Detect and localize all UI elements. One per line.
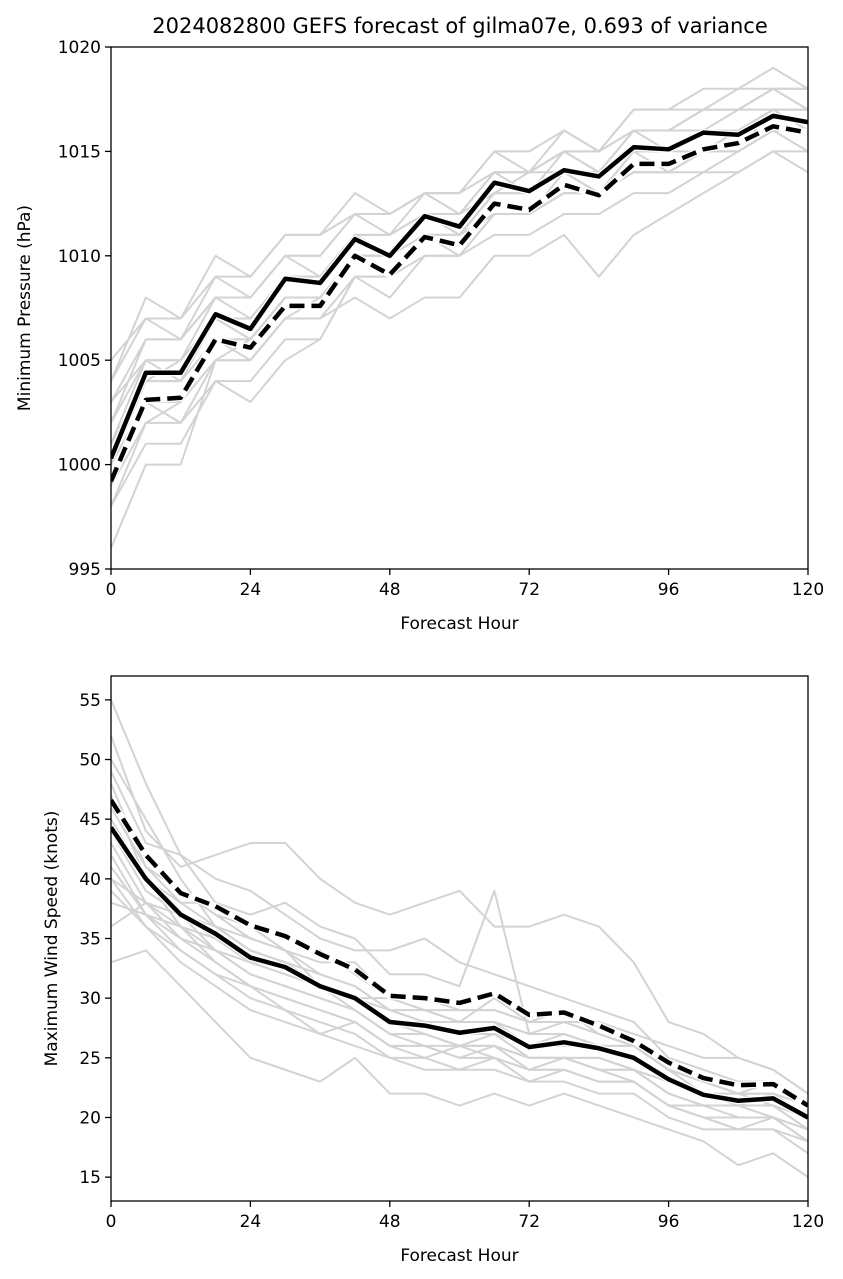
wind-x-axis-label: Forecast Hour	[400, 1246, 518, 1266]
wind-member-line-5	[111, 783, 808, 1095]
pressure-member-line-6	[111, 108, 808, 465]
chart-title: 2024082800 GEFS forecast of gilma07e, 0.…	[152, 14, 768, 38]
wind-x-tick-label: 24	[240, 1212, 262, 1232]
wind-mean-dashed-outline	[111, 798, 808, 1109]
wind-member-line-17	[111, 949, 808, 1178]
wind-mean-solid-outline	[111, 825, 808, 1121]
wind-x-tick-label: 96	[658, 1212, 680, 1232]
pressure-x-tick-label: 72	[518, 580, 540, 600]
wind-y-tick-label: 45	[79, 810, 101, 830]
wind-x-tick-label: 72	[518, 1212, 540, 1232]
wind-mean-dashed-line	[111, 798, 808, 1108]
pressure-y-tick-label: 995	[69, 560, 101, 580]
pressure-member-line-3	[111, 129, 808, 486]
pressure-y-axis-label: Minimum Pressure (hPa)	[15, 205, 35, 411]
pressure-y-tick-label: 1000	[58, 456, 101, 476]
wind-y-tick-label: 30	[79, 989, 101, 1009]
pressure-member-line-17	[111, 129, 808, 507]
wind-x-tick-label: 48	[379, 1212, 401, 1232]
pressure-mean-solid-outline	[111, 112, 808, 460]
wind-y-tick-label: 25	[79, 1049, 101, 1069]
pressure-mean-dashed-line	[111, 124, 808, 483]
wind-member-line-14	[111, 890, 808, 1143]
wind-plot-area	[111, 699, 808, 1178]
pressure-axes-frame	[110, 46, 809, 570]
wind-y-axis-label: Maximum Wind Speed (knots)	[42, 811, 62, 1067]
wind-y-tick-label: 20	[79, 1108, 101, 1128]
pressure-x-tick-label: 120	[792, 580, 824, 600]
wind-y-tick-label: 50	[79, 751, 101, 771]
pressure-y-tick-label: 1005	[58, 351, 101, 371]
wind-panel: 0 24 48 72 96 120 15 20 25 30 35 40 45 50 55 Forecast H…	[42, 675, 824, 1266]
pressure-y-tick-label: 1010	[58, 247, 101, 267]
wind-y-tick-label: 55	[79, 691, 101, 711]
pressure-y-tick-label: 1020	[58, 38, 101, 58]
pressure-member-line-12	[111, 66, 808, 361]
wind-mean-solid-line	[111, 826, 808, 1120]
wind-member-line-3	[111, 759, 808, 1131]
pressure-x-tick-label: 96	[658, 580, 680, 600]
pressure-y-tick-label: 1015	[58, 142, 101, 162]
pressure-mean-dashed-outline	[111, 122, 808, 483]
pressure-x-tick-label: 24	[240, 580, 262, 600]
wind-member-line-18	[111, 830, 808, 1131]
pressure-member-line-1	[111, 150, 808, 549]
wind-member-line-2	[111, 735, 808, 1095]
wind-member-line-11	[111, 854, 808, 1143]
wind-y-tick-label: 15	[79, 1168, 101, 1188]
wind-x-tick-label: 0	[106, 1212, 117, 1232]
wind-member-line-19	[111, 806, 808, 1119]
pressure-member-line-2	[111, 150, 808, 507]
wind-member-line-4	[111, 771, 808, 1107]
wind-y-tick-label: 35	[79, 930, 101, 950]
wind-member-line-20	[111, 878, 808, 1143]
wind-member-line-13	[111, 878, 808, 1155]
pressure-x-tick-label: 0	[106, 580, 117, 600]
pressure-panel: 0 24 48 72 96 120 995 1000 1005 1010 1015 1020 Forec…	[15, 38, 824, 634]
wind-y-tick-label: 40	[79, 870, 101, 890]
wind-member-line-7	[111, 806, 808, 1107]
pressure-member-line-4	[111, 129, 808, 486]
pressure-mean-solid-line	[111, 113, 808, 460]
wind-x-tick-label: 120	[792, 1212, 824, 1232]
pressure-plot-area	[111, 66, 808, 549]
pressure-x-axis-label: Forecast Hour	[400, 614, 518, 634]
pressure-x-tick-label: 48	[379, 580, 401, 600]
